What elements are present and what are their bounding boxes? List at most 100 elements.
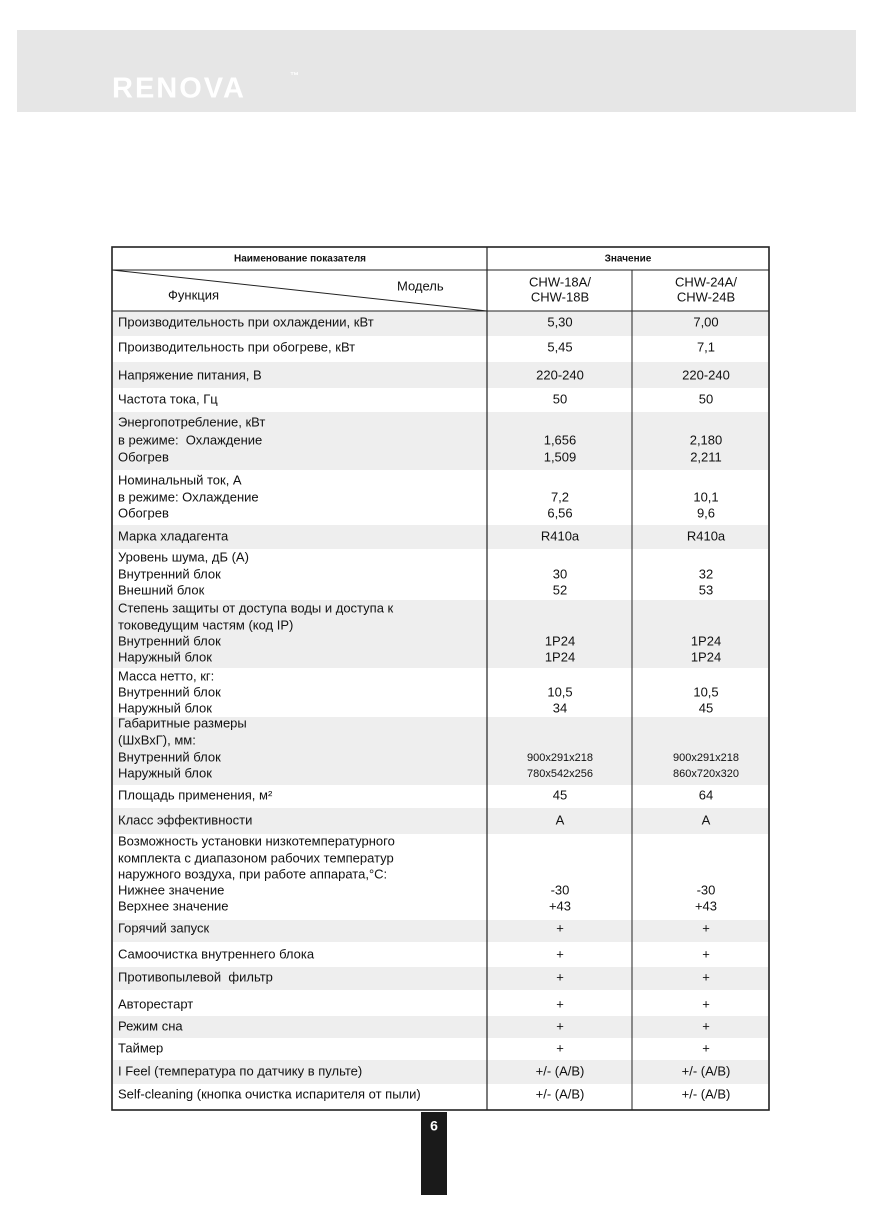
cell-value: 220-240 — [536, 367, 584, 382]
cell-value: 2,180 — [690, 432, 723, 447]
cell-value: 1P24 — [545, 633, 575, 648]
row-label: Нижнее значение — [118, 882, 224, 897]
row-label: Внутренний блок — [118, 749, 221, 764]
cell-value: 6,56 — [547, 505, 572, 520]
cell-value: + — [702, 1018, 710, 1033]
row-label: Обогрев — [118, 449, 169, 464]
row-label: Площадь применения, м² — [118, 787, 273, 802]
row-shade — [113, 967, 768, 990]
row-label: Частота тока, Гц — [118, 391, 218, 406]
row-label: Наружный блок — [118, 765, 212, 780]
row-label: Самоочистка внутреннего блока — [118, 946, 315, 961]
row-label: Режим сна — [118, 1018, 183, 1033]
cell-value: + — [556, 969, 564, 984]
cell-value: + — [702, 920, 710, 935]
row-label: Горячий запуск — [118, 920, 210, 935]
row-label: в режиме: Охлаждение — [118, 432, 262, 447]
row-label: Внутренний блок — [118, 633, 221, 648]
row-label: Уровень шума, дБ (А) — [118, 549, 249, 564]
row-label: Авторестарт — [118, 996, 193, 1011]
cell-value: 900x291x218 — [527, 752, 593, 764]
row-label: Энергопотребление, кВт — [118, 414, 265, 429]
row-label: Self-cleaning (кнопка очистка испарителя… — [118, 1086, 421, 1101]
model-name: CHW-24B — [677, 289, 735, 304]
row-shade — [113, 311, 768, 336]
row-label: Внутренний блок — [118, 566, 221, 581]
row-label: Противопылевой фильтр — [118, 969, 273, 984]
cell-value: 30 — [553, 566, 567, 581]
row-label: Марка хладагента — [118, 528, 229, 543]
cell-value: 45 — [699, 700, 713, 715]
cell-value: + — [556, 920, 564, 935]
row-label: Класс эффективности — [118, 812, 252, 827]
cell-value: 1P24 — [691, 633, 721, 648]
cell-value: + — [556, 1018, 564, 1033]
row-shade — [113, 362, 768, 388]
cell-value: 50 — [553, 391, 567, 406]
cell-value: +/- (A/B) — [536, 1086, 585, 1101]
cell-value: +/- (A/B) — [536, 1063, 585, 1078]
row-shade — [113, 808, 768, 834]
cell-value: +43 — [549, 898, 571, 913]
cell-value: + — [556, 996, 564, 1011]
cell-value: 1,509 — [544, 449, 577, 464]
cell-value: 9,6 — [697, 505, 715, 520]
cell-value: 220-240 — [682, 367, 730, 382]
cell-value: 7,2 — [551, 489, 569, 504]
row-label: Габаритные размеры — [118, 715, 247, 730]
model-name: CHW-18A/ — [529, 274, 591, 289]
cell-value: 10,1 — [693, 489, 718, 504]
row-label: в режиме: Охлаждение — [118, 489, 259, 504]
model-label: Модель — [397, 278, 444, 293]
cell-value: +/- (A/B) — [682, 1063, 731, 1078]
row-label: наружного воздуха, при работе аппарата,°… — [118, 866, 387, 881]
cell-value: 45 — [553, 787, 567, 802]
cell-value: 52 — [553, 582, 567, 597]
brand: RENOVA — [112, 73, 246, 105]
cell-value: A — [556, 812, 565, 827]
row-shade — [113, 1016, 768, 1038]
row-shade — [113, 920, 768, 942]
diagonal — [111, 269, 488, 312]
cell-value: + — [702, 946, 710, 961]
cell-value: A — [702, 812, 711, 827]
cell-value: 2,211 — [690, 449, 722, 464]
page-number: 6 — [430, 1118, 438, 1134]
row-label: комплекта с диапазоном рабочих температу… — [118, 850, 394, 865]
cell-value: +/- (A/B) — [682, 1086, 731, 1101]
row-label: Таймер — [118, 1040, 163, 1055]
cell-value: R410a — [687, 528, 726, 543]
row-shade — [113, 1060, 768, 1084]
cell-value: + — [702, 1040, 710, 1055]
row-label: Номинальный ток, А — [118, 472, 242, 487]
cell-value: 900x291x218 — [673, 752, 739, 764]
row-label: Масса нетто, кг: — [118, 668, 214, 683]
row-label: Наружный блок — [118, 649, 212, 664]
cell-value: 5,30 — [547, 314, 572, 329]
row-shade — [113, 600, 768, 668]
cell-value: + — [556, 946, 564, 961]
row-label: I Feel (температура по датчику в пульте) — [118, 1063, 362, 1078]
cell-value: 50 — [699, 391, 713, 406]
table-border — [111, 246, 770, 1111]
row-label: Внутренний блок — [118, 684, 221, 699]
cell-value: 7,00 — [693, 314, 718, 329]
row-label: Возможность установки низкотемпературног… — [118, 833, 395, 848]
cell-value: + — [702, 996, 710, 1011]
row-label: Степень защиты от доступа воды и доступа… — [118, 600, 394, 615]
cell-value: 5,45 — [547, 339, 572, 354]
row-label: Производительность при обогреве, кВт — [118, 339, 355, 354]
cell-value: -30 — [697, 882, 716, 897]
row-label: Производительность при охлаждении, кВт — [118, 314, 374, 329]
function-label: Функция — [168, 287, 219, 302]
row-shade — [113, 525, 768, 549]
row-shade — [113, 412, 768, 470]
model-name: CHW-24A/ — [675, 274, 737, 289]
cell-value: +43 — [695, 898, 717, 913]
row-label: Напряжение питания, В — [118, 367, 262, 382]
row-label: (ШхВхГ), мм: — [118, 732, 196, 747]
row-label: токоведущим частям (код IP) — [118, 617, 293, 632]
cell-value: 860x720x320 — [673, 768, 739, 780]
